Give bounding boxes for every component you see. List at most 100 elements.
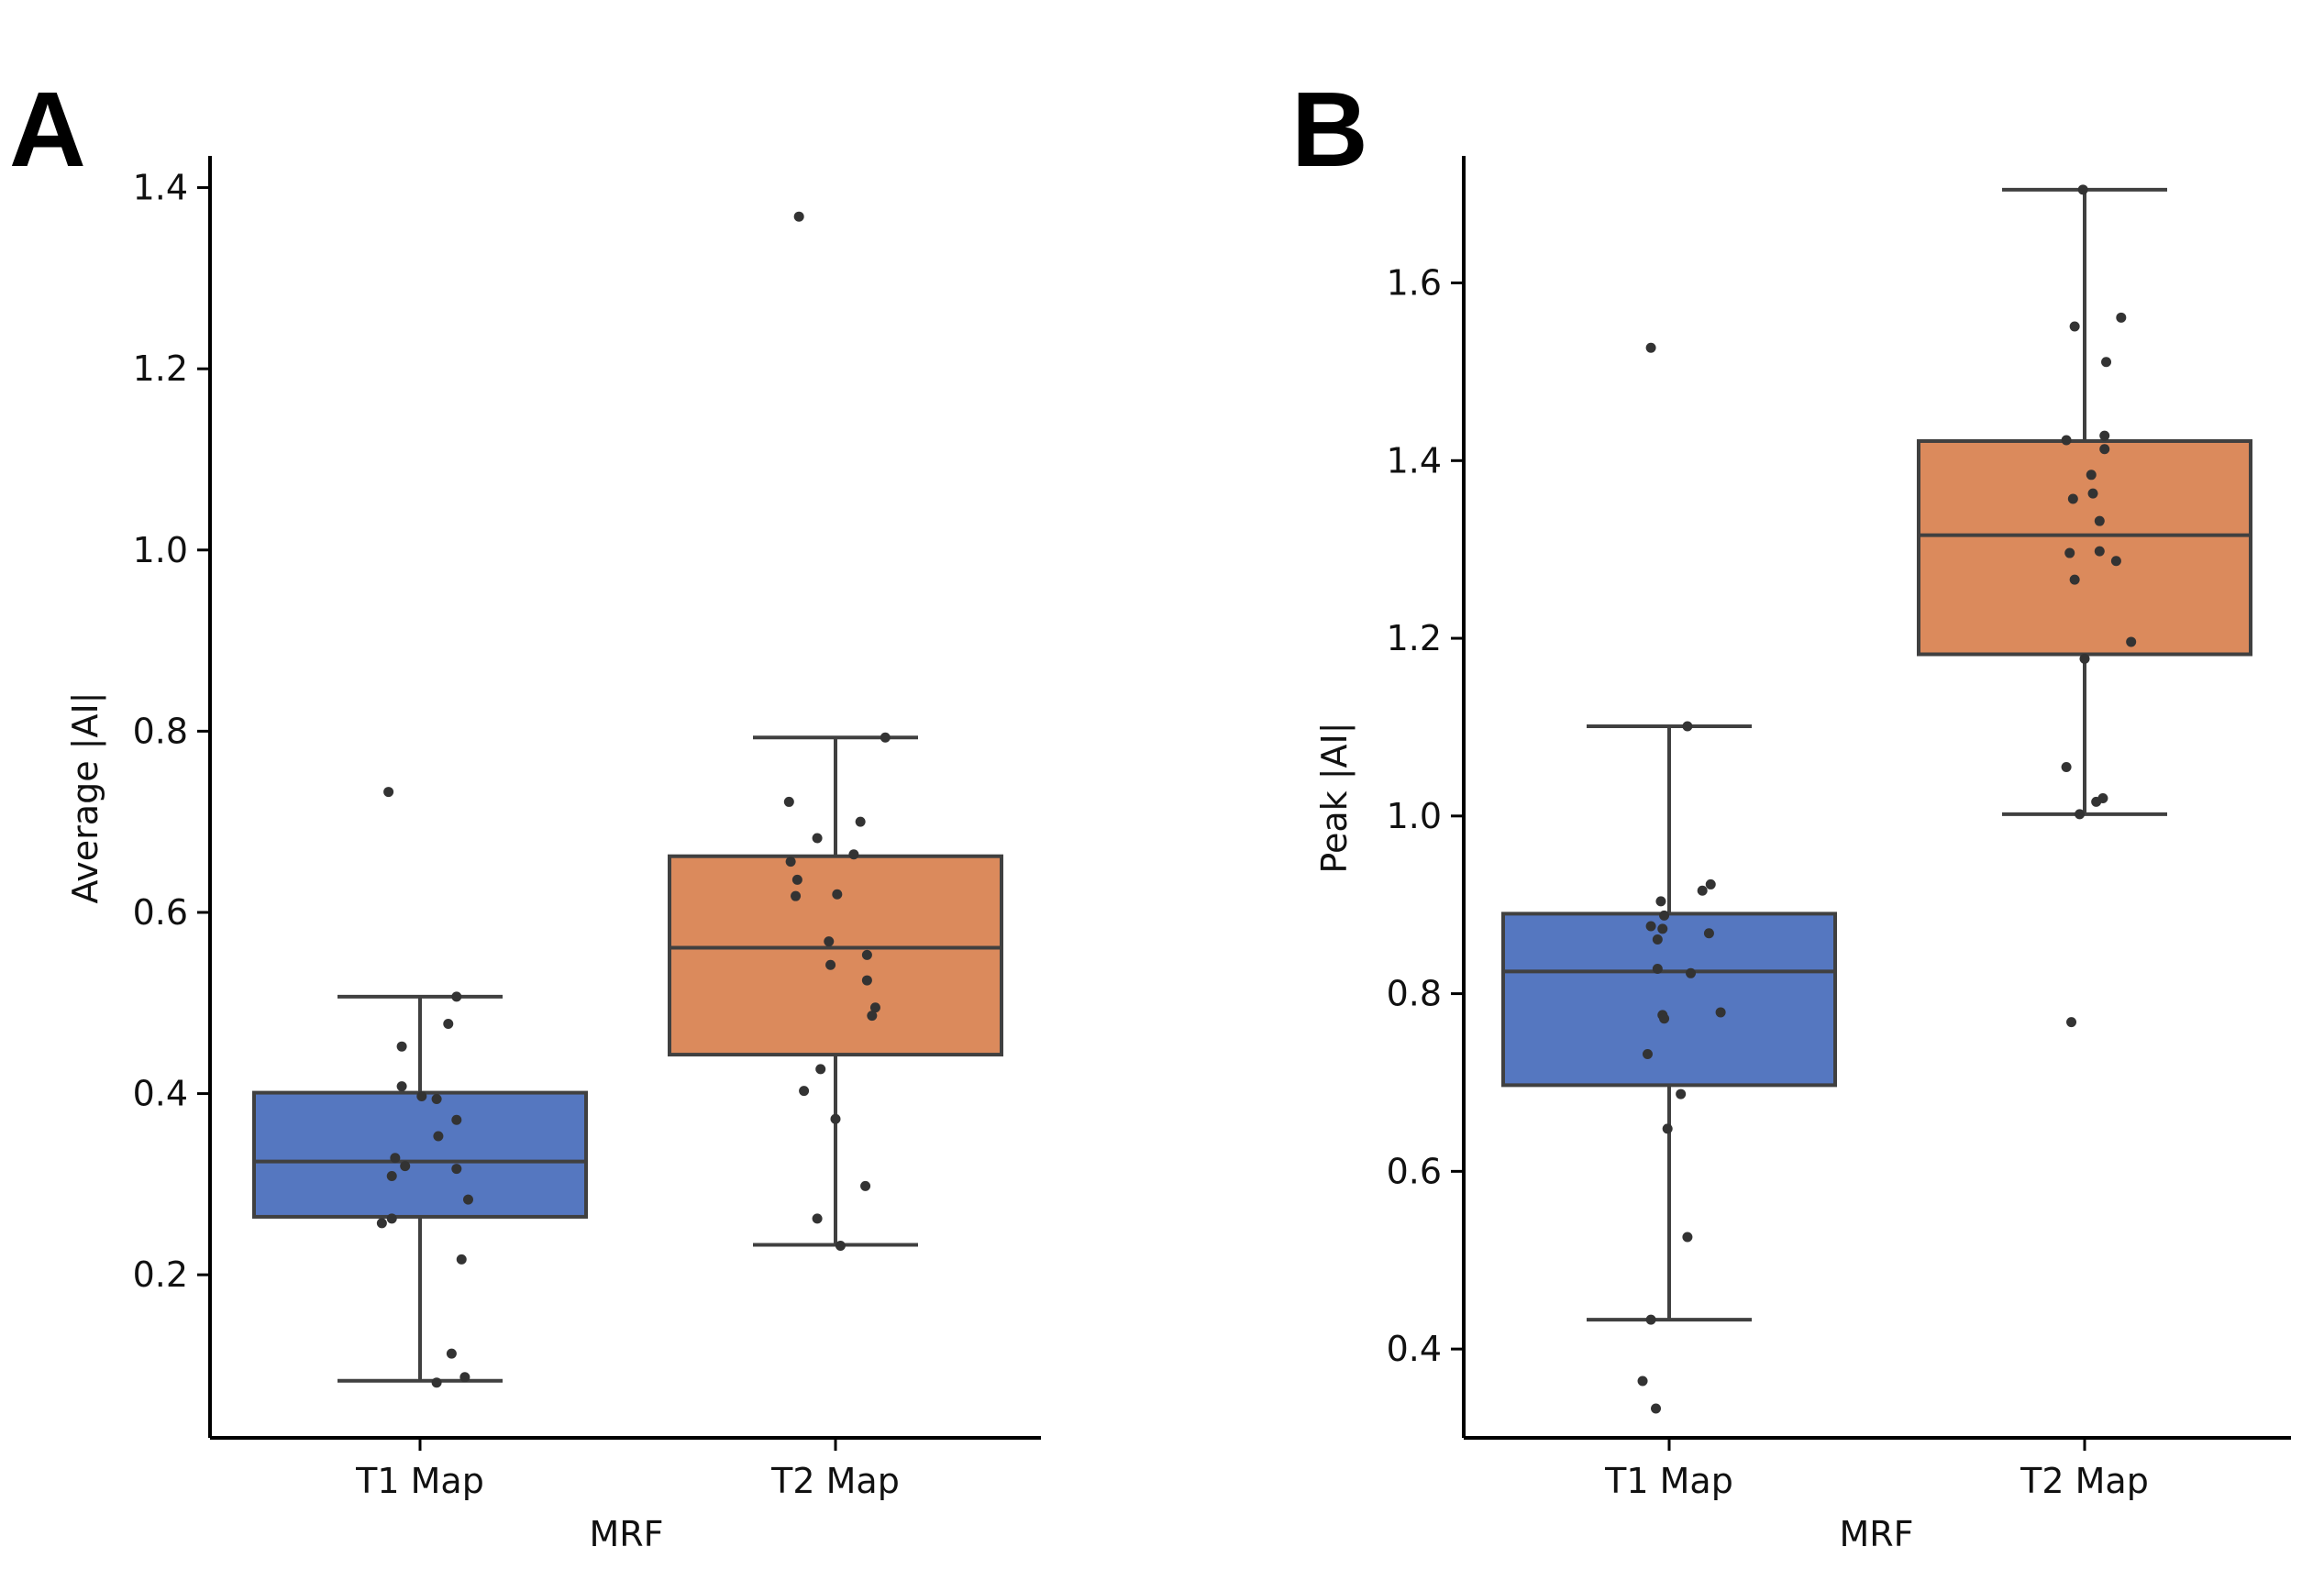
x-tick-label: T1 Map [1604,1461,1733,1501]
y-tick-label: 1.4 [1387,440,1442,481]
data-point [433,1131,444,1142]
data-point [386,1170,397,1181]
box-group [252,994,588,1383]
data-point [2087,488,2098,499]
panel-a-chart: A 0.2 0.4 0.6 0.8 1.0 1.2 1.4 T1 Map T2 Map MR… [9,70,1041,1554]
data-point [2091,796,2102,807]
data-point [2099,430,2110,441]
panel-b-letter: B [1291,70,1368,189]
data-point [1659,910,1670,921]
data-point [443,1018,454,1029]
panel-a-letter: A [9,70,86,189]
data-point [1645,342,1656,353]
x-tick-label: T2 Map [770,1461,900,1501]
y-tick-label: 0.4 [133,1074,188,1114]
box-group [668,735,1003,1247]
data-point [2126,636,2137,647]
data-point [2069,321,2080,332]
x-tick-label: T2 Map [2020,1461,2149,1501]
data-point [2086,470,2097,481]
data-point [2067,493,2078,504]
data-point [1652,934,1663,945]
data-point [2064,547,2075,558]
data-point [386,1213,397,1224]
data-point [376,1218,387,1229]
x-tick-label: T1 Map [355,1461,484,1501]
panel-a-x-axis-label: MRF [589,1514,663,1554]
data-point [1715,1007,1726,1018]
data-point [2061,435,2072,446]
data-point [2066,1017,2077,1028]
data-point [791,890,802,901]
data-point [1682,1232,1693,1243]
box-body [1501,912,1837,1088]
data-point [824,936,835,947]
data-point [396,1041,407,1052]
box-body [1917,438,2252,657]
data-point [2061,762,2072,773]
data-point [446,1348,457,1359]
y-tick-label: 0.2 [133,1254,188,1295]
panel-a-y-axis-label: Average |AI| [65,692,106,904]
data-point [431,1093,442,1104]
data-point [860,1180,871,1191]
data-point [1697,885,1708,896]
data-point [1645,921,1656,932]
data-point [1652,963,1663,974]
data-point [815,1064,826,1075]
data-point [2094,546,2105,557]
data-point [451,1164,462,1175]
data-point [2099,444,2110,455]
y-tick-label: 0.6 [1387,1151,1442,1191]
data-point [2077,184,2088,195]
data-point [793,211,804,222]
data-point [1655,896,1666,907]
data-point [1703,928,1714,939]
data-point [1651,1403,1662,1414]
data-point [1676,1088,1687,1099]
data-point [1645,1314,1656,1325]
box-body [252,1090,588,1219]
data-point [451,1114,462,1125]
panel-b-chart: B 0.4 0.6 0.8 1.0 1.2 1.4 1.6 T1 Map T2 Map MR… [1291,70,2291,1554]
y-tick-label: 1.6 [1387,263,1442,304]
box-group [1501,724,1837,1322]
data-point [869,1002,880,1013]
data-point [848,849,859,860]
data-point [861,949,872,960]
y-tick-label: 0.6 [133,892,188,933]
box-body [668,854,1003,1057]
data-point [861,975,872,986]
data-point [416,1091,427,1102]
data-point [2075,809,2086,820]
data-point [459,1372,470,1383]
panel-b-y-axis-label: Peak |AI| [1314,722,1356,873]
data-point [2069,574,2080,585]
y-tick-label: 0.8 [133,711,188,751]
data-point [400,1161,411,1172]
data-point [383,787,394,798]
data-point [1682,721,1693,732]
data-point [2101,357,2112,368]
y-tick-label: 1.4 [133,168,188,208]
data-point [812,833,823,844]
data-point [830,1113,841,1124]
y-tick-label: 1.0 [133,530,188,570]
data-point [431,1377,442,1388]
y-tick-label: 1.0 [1387,796,1442,836]
data-point [1662,1123,1673,1134]
data-point [396,1081,407,1092]
y-tick-label: 0.4 [1387,1329,1442,1369]
panel-a-x-tick-labels: T1 Map T2 Map [355,1461,900,1501]
data-point [799,1086,810,1097]
data-point [1642,1048,1653,1059]
panel-b-x-tick-labels: T1 Map T2 Map [1604,1461,2149,1501]
data-point [390,1153,401,1164]
data-point [1686,967,1697,978]
data-point [1657,923,1668,934]
data-point [1637,1376,1648,1387]
data-point [855,816,866,827]
data-point [451,991,462,1002]
